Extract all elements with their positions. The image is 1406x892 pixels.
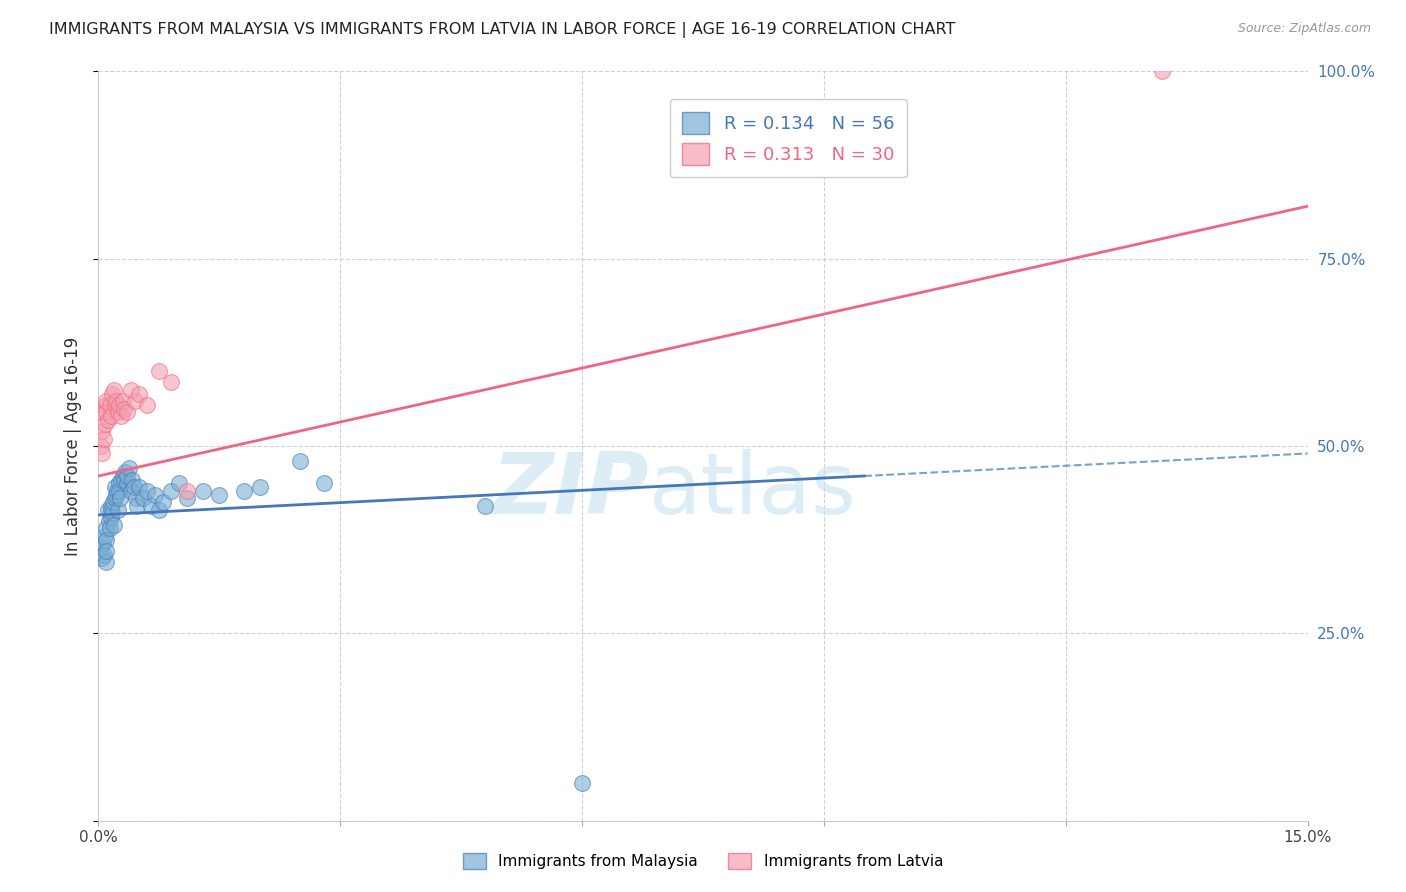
- Point: [100, 499, 122, 513]
- Point: [127, 499, 149, 513]
- Y-axis label: In Labor Force | Age 16-19: In Labor Force | Age 16-19: [65, 336, 83, 556]
- Point: [100, 409, 122, 423]
- Point: [110, 473, 132, 487]
- Point: [108, 398, 131, 412]
- Point: [124, 491, 146, 506]
- Point: [101, 495, 124, 509]
- Point: [101, 386, 124, 401]
- Point: [128, 386, 150, 401]
- Point: [110, 409, 132, 423]
- Point: [167, 476, 190, 491]
- Point: [94, 398, 117, 412]
- Point: [111, 469, 134, 483]
- Point: [105, 488, 128, 502]
- Point: [115, 476, 138, 491]
- Point: [249, 480, 271, 494]
- Point: [121, 473, 143, 487]
- Point: [103, 383, 125, 397]
- Point: [96, 533, 118, 547]
- Point: [152, 495, 174, 509]
- Point: [474, 499, 496, 513]
- Point: [160, 376, 183, 390]
- Point: [97, 502, 120, 516]
- Point: [98, 398, 121, 412]
- Point: [118, 461, 141, 475]
- Point: [94, 417, 117, 431]
- Point: [139, 499, 162, 513]
- Point: [100, 510, 122, 524]
- Point: [101, 507, 124, 521]
- Point: [93, 548, 115, 562]
- Point: [135, 483, 157, 498]
- Point: [135, 398, 157, 412]
- Point: [91, 424, 114, 438]
- Point: [111, 394, 134, 409]
- Point: [91, 551, 114, 566]
- Point: [100, 502, 122, 516]
- Point: [160, 483, 183, 498]
- Point: [103, 517, 125, 532]
- Point: [103, 491, 125, 506]
- Point: [108, 483, 131, 498]
- Point: [91, 536, 114, 550]
- Legend: R = 0.134   N = 56, R = 0.313   N = 30: R = 0.134 N = 56, R = 0.313 N = 30: [669, 99, 907, 178]
- Point: [288, 454, 311, 468]
- Point: [98, 521, 121, 535]
- Point: [90, 446, 112, 460]
- Point: [108, 491, 131, 506]
- Point: [112, 473, 135, 487]
- Point: [96, 394, 118, 409]
- Point: [124, 394, 146, 409]
- Point: [176, 483, 198, 498]
- Point: [193, 483, 215, 498]
- Point: [112, 401, 135, 416]
- Point: [97, 514, 120, 528]
- Point: [90, 540, 112, 554]
- Point: [107, 405, 129, 419]
- Point: [107, 476, 129, 491]
- Point: [93, 432, 115, 446]
- Point: [90, 439, 112, 453]
- Point: [94, 555, 117, 569]
- Point: [103, 398, 125, 412]
- Text: ZIP: ZIP: [491, 450, 648, 533]
- Point: [96, 544, 118, 558]
- Point: [104, 480, 127, 494]
- Point: [122, 480, 145, 494]
- Point: [148, 364, 170, 378]
- Text: atlas: atlas: [648, 450, 856, 533]
- Point: [128, 480, 150, 494]
- Point: [120, 383, 142, 397]
- Point: [314, 476, 336, 491]
- Point: [91, 405, 114, 419]
- Legend: Immigrants from Malaysia, Immigrants from Latvia: Immigrants from Malaysia, Immigrants fro…: [457, 847, 949, 875]
- Point: [148, 502, 170, 516]
- Point: [94, 529, 117, 543]
- Point: [176, 491, 198, 506]
- Point: [105, 394, 128, 409]
- Point: [114, 465, 136, 479]
- Point: [1152, 64, 1174, 78]
- Point: [96, 521, 118, 535]
- Point: [107, 502, 129, 516]
- Point: [143, 488, 166, 502]
- Text: IMMIGRANTS FROM MALAYSIA VS IMMIGRANTS FROM LATVIA IN LABOR FORCE | AGE 16-19 CO: IMMIGRANTS FROM MALAYSIA VS IMMIGRANTS F…: [49, 22, 956, 38]
- Point: [208, 488, 231, 502]
- Point: [571, 776, 593, 790]
- Point: [105, 483, 128, 498]
- Point: [96, 405, 118, 419]
- Point: [97, 413, 120, 427]
- Point: [232, 483, 254, 498]
- Point: [132, 491, 155, 506]
- Point: [117, 469, 139, 483]
- Point: [120, 483, 142, 498]
- Text: Source: ZipAtlas.com: Source: ZipAtlas.com: [1237, 22, 1371, 36]
- Point: [115, 405, 138, 419]
